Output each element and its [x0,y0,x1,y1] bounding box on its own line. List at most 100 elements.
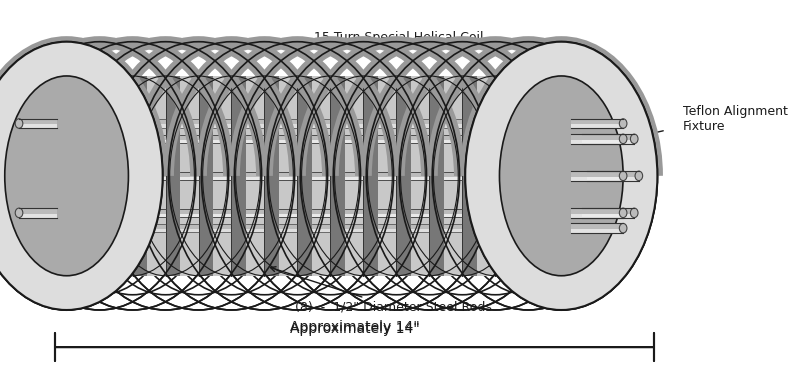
Text: Teflon Alignment
Fixture: Teflon Alignment Fixture [683,105,788,133]
Bar [571,208,623,218]
Bar [115,214,132,217]
Bar [411,229,429,233]
Bar [247,177,264,180]
Bar [82,214,99,217]
Bar [115,76,132,276]
Bar [571,171,623,181]
Bar [280,119,297,128]
Bar [82,172,99,180]
Bar [477,214,495,217]
Bar [147,229,166,233]
Bar [571,119,623,128]
Bar [510,224,529,233]
Bar [115,135,132,143]
Bar [445,124,462,128]
Bar [543,172,562,180]
Bar [312,124,331,128]
Bar [312,76,331,276]
Bar [180,135,199,143]
Bar [180,140,199,143]
Bar [115,177,132,180]
Bar [543,172,562,180]
Bar [378,172,396,180]
Bar [378,140,396,143]
Bar [582,208,634,218]
Bar [586,171,639,181]
Bar [180,209,199,217]
Bar [543,124,562,128]
Ellipse shape [15,208,23,218]
Bar [582,214,634,218]
Bar [345,177,364,180]
Bar [82,177,99,180]
Bar [411,177,429,180]
Bar [510,172,529,180]
Bar [510,140,529,143]
Ellipse shape [619,134,627,144]
Bar [82,229,99,233]
Bar [378,224,396,233]
Bar [510,214,529,217]
Bar [543,209,562,217]
Bar [345,76,364,276]
Bar [247,140,264,143]
Bar [166,76,180,276]
Bar [571,223,623,233]
Bar [477,224,495,233]
Bar [345,172,364,180]
Bar [571,134,623,144]
Bar [378,209,396,217]
Bar [411,124,429,128]
Bar [411,209,429,217]
Bar [247,209,264,217]
Bar [445,214,462,217]
Bar [147,76,166,276]
Bar [312,209,331,217]
Text: 15 Turn Special Helical Coil: 15 Turn Special Helical Coil [185,32,484,44]
Bar [477,172,495,180]
Bar [115,229,132,233]
Bar [445,209,462,217]
Bar [411,224,429,233]
Bar [19,214,57,218]
Bar [213,124,231,128]
Bar [82,224,99,233]
Bar [510,119,529,128]
Bar [180,140,199,143]
Bar [510,76,529,276]
Bar [378,177,396,180]
Bar [147,209,166,217]
Bar [477,229,495,233]
Bar [543,140,562,143]
Ellipse shape [619,223,627,233]
Bar [213,140,231,143]
Bar [280,124,297,128]
Bar [345,124,364,128]
Bar [180,119,199,128]
Bar [429,76,445,276]
Bar [280,214,297,217]
Ellipse shape [635,171,642,181]
Bar [411,119,429,128]
Bar [180,209,199,217]
Bar [213,135,231,143]
Bar [571,177,623,181]
Bar [477,214,495,217]
Bar [378,214,396,217]
Bar [213,76,231,276]
Bar [180,229,199,233]
Bar [571,124,623,128]
Bar [180,172,199,180]
Bar [147,177,166,180]
Bar [147,172,166,180]
Bar [510,135,529,143]
Bar [247,140,264,143]
Bar [213,135,231,143]
Bar [147,224,166,233]
Bar [280,209,297,217]
Bar [571,214,623,218]
Bar [115,119,132,128]
Bar [477,177,495,180]
Bar [82,76,99,276]
Bar [280,140,297,143]
